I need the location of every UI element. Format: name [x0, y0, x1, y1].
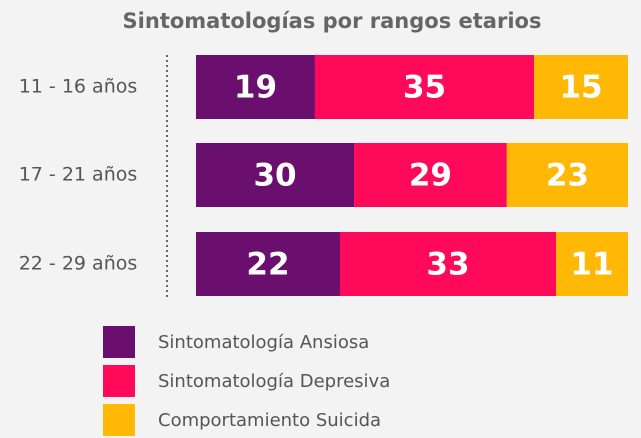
y-tick-label: 17 - 21 años [19, 164, 138, 186]
value-label: 30 [253, 158, 296, 194]
value-label: 29 [409, 158, 452, 194]
value-label: 15 [559, 70, 602, 106]
value-label: 19 [234, 70, 277, 106]
bar-segment [506, 143, 628, 207]
chart-title: Sintomatologías por rangos etarios [123, 9, 542, 33]
bar-segment [534, 55, 628, 119]
bar-segment [556, 232, 628, 296]
legend-swatch [103, 365, 135, 397]
bar-segment [196, 55, 315, 119]
y-tick-label: 11 - 16 años [19, 76, 138, 98]
bar-segment [314, 55, 535, 119]
y-tick-label: 22 - 29 años [19, 253, 138, 275]
bar-segment [340, 232, 556, 296]
legend-label: Sintomatología Depresiva [158, 371, 390, 392]
legend-label: Sintomatología Ansiosa [158, 332, 369, 353]
value-label: 33 [426, 247, 469, 283]
legend-swatch [103, 326, 135, 358]
value-label: 23 [546, 158, 589, 194]
bar-segment [354, 143, 507, 207]
legend-swatch [103, 404, 135, 436]
value-label: 35 [403, 70, 446, 106]
bar-segment [196, 143, 355, 207]
value-label: 11 [570, 247, 613, 283]
bar-segment [196, 232, 340, 296]
legend-label: Comportamiento Suicida [158, 410, 381, 431]
value-label: 22 [246, 247, 289, 283]
